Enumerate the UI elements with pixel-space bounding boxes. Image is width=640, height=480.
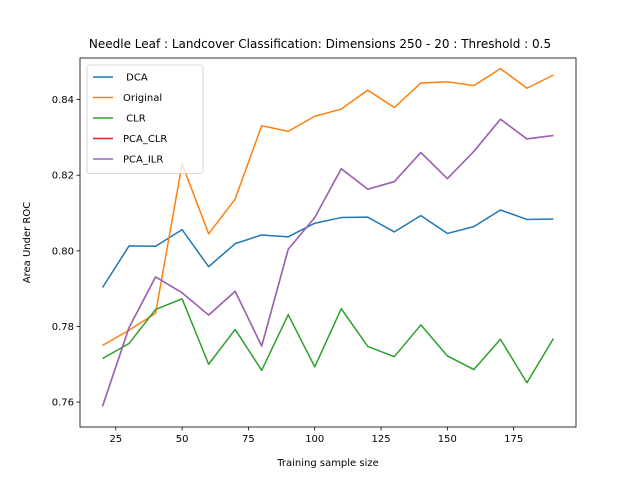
y-tick-label: 0.78: [52, 322, 74, 333]
x-tick-label: 100: [305, 434, 324, 445]
series-lines: [101, 67, 555, 407]
x-tick-label: 75: [242, 434, 255, 445]
y-tick-label: 0.82: [52, 171, 74, 182]
x-axis-ticks: 25 50 75 100 125 150 175: [109, 427, 523, 445]
axes-frame: [79, 57, 577, 428]
legend-box: [86, 64, 204, 174]
legend: DCA Original CLR PCA_CLR PCA_ILR: [86, 64, 204, 174]
series-line-original: [102, 67, 554, 346]
y-axis-ticks: 0.76 0.78 0.80 0.82 0.84: [52, 95, 80, 409]
x-tick-label: 150: [438, 434, 457, 445]
series-line-clr: [102, 298, 555, 384]
x-tick-label: 175: [504, 434, 523, 445]
x-tick-label: 125: [372, 434, 391, 445]
y-axis-label: Area Under ROC: [22, 202, 33, 283]
legend-label: CLR: [123, 114, 146, 125]
series-line-dca: [101, 209, 554, 288]
y-tick-label: 0.76: [52, 398, 74, 409]
series-line-pca-ilr: [101, 118, 554, 407]
y-tick-label: 0.84: [52, 95, 74, 106]
chart-title: Needle Leaf : Landcover Classification: …: [89, 37, 551, 51]
x-axis-label: Training sample size: [276, 458, 379, 469]
legend-label: DCA: [123, 73, 148, 84]
x-tick-label: 25: [109, 434, 122, 445]
legend-label: PCA_ILR: [123, 155, 163, 166]
legend-label: PCA_CLR: [123, 134, 167, 145]
x-tick-label: 50: [176, 434, 189, 445]
legend-label: Original: [123, 93, 162, 104]
y-tick-label: 0.80: [52, 246, 74, 257]
